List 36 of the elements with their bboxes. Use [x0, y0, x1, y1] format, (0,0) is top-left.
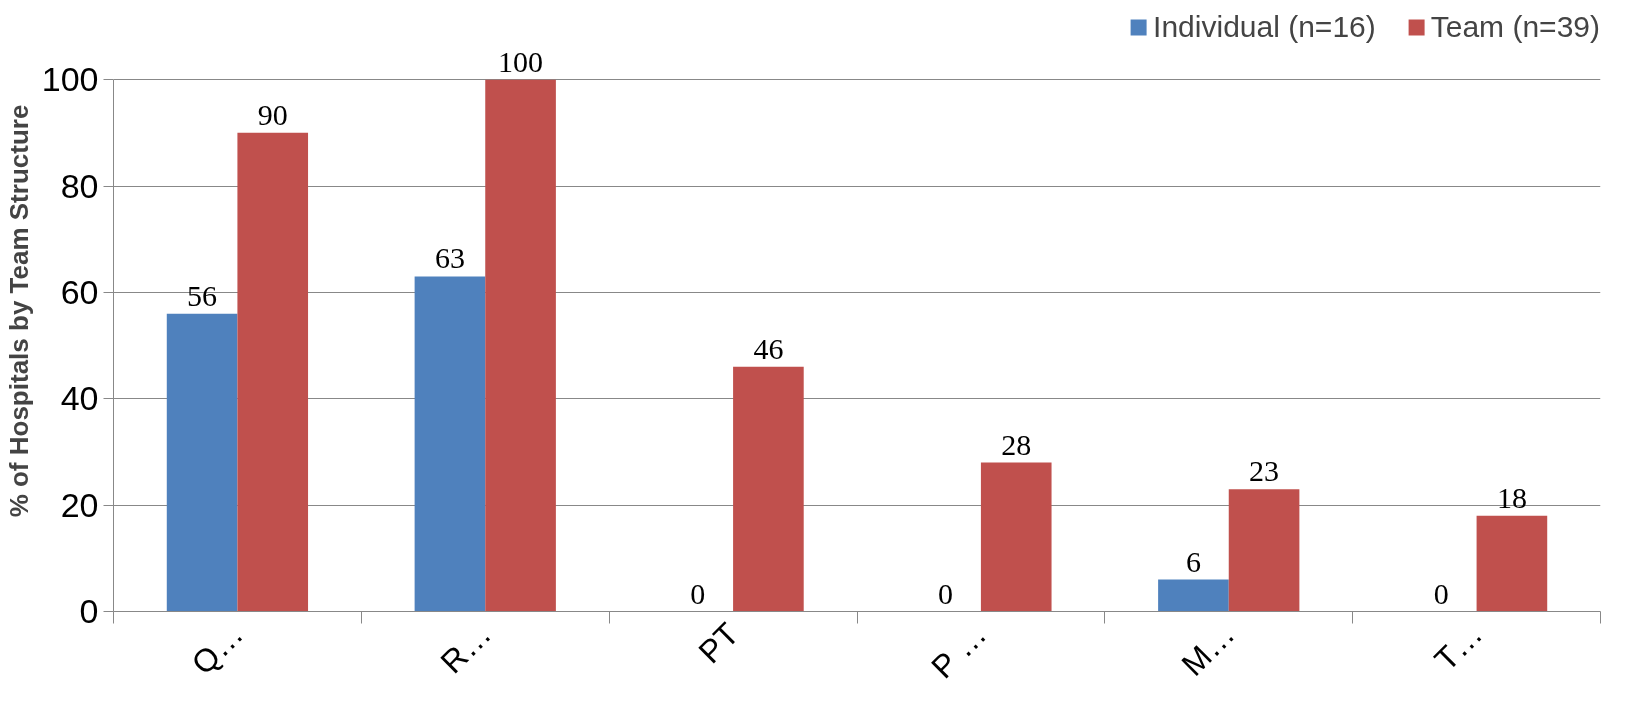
x-tick-label: R…	[433, 615, 498, 681]
bar	[733, 366, 804, 612]
bar	[1476, 515, 1548, 612]
bar	[980, 462, 1052, 612]
data-label: 56	[187, 278, 218, 312]
y-tick-label: 80	[60, 166, 99, 205]
bar	[1228, 489, 1300, 612]
bar	[485, 79, 556, 612]
legend-label: Team (n=39)	[1430, 10, 1600, 44]
bar	[1158, 579, 1229, 612]
data-label: 63	[434, 241, 465, 275]
bar	[414, 276, 486, 612]
data-label: 18	[1496, 480, 1527, 514]
data-label: 90	[257, 97, 288, 131]
data-label: 0	[1433, 576, 1449, 610]
data-label: 23	[1249, 454, 1280, 488]
legend-label: Individual (n=16)	[1153, 10, 1376, 44]
data-label: 46	[753, 331, 784, 365]
data-label: 0	[938, 576, 954, 610]
y-tick-label: 60	[60, 272, 99, 311]
bar	[237, 132, 309, 612]
bar	[166, 313, 238, 612]
y-tick-label: 20	[60, 485, 99, 524]
data-label: 0	[690, 576, 706, 610]
y-tick-label: 0	[79, 592, 99, 630]
x-tick-label: PT	[691, 615, 746, 671]
x-tick-label: T…	[1427, 615, 1490, 678]
y-tick-label: 40	[60, 379, 99, 418]
x-tick-label: Q…	[184, 615, 251, 682]
x-tick-label: P …	[924, 616, 994, 686]
y-axis-title: % of Hospitals by Team Structure	[3, 104, 34, 518]
data-label: 28	[1001, 427, 1032, 461]
data-label: 6	[1185, 544, 1201, 578]
data-label: 100	[498, 44, 544, 78]
x-tick-label: M…	[1174, 615, 1242, 683]
y-tick-label: 100	[41, 60, 99, 99]
